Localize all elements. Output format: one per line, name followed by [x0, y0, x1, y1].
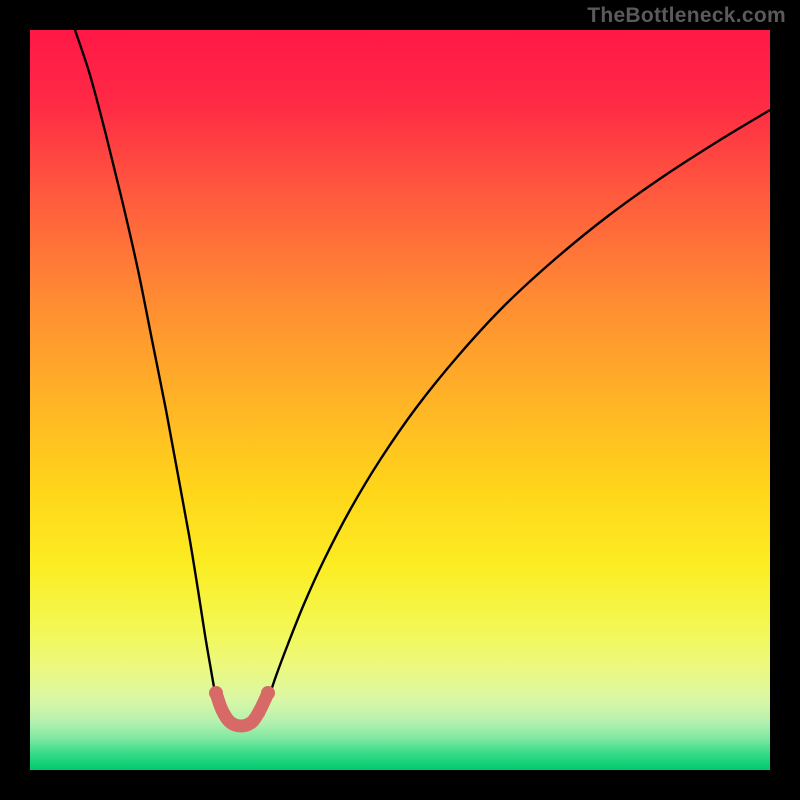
gradient-background: [30, 30, 770, 770]
valley-marker-dot-left: [209, 686, 223, 700]
watermark-text: TheBottleneck.com: [587, 4, 786, 28]
bottleneck-chart: [0, 0, 800, 800]
valley-marker-dot-right: [261, 686, 275, 700]
